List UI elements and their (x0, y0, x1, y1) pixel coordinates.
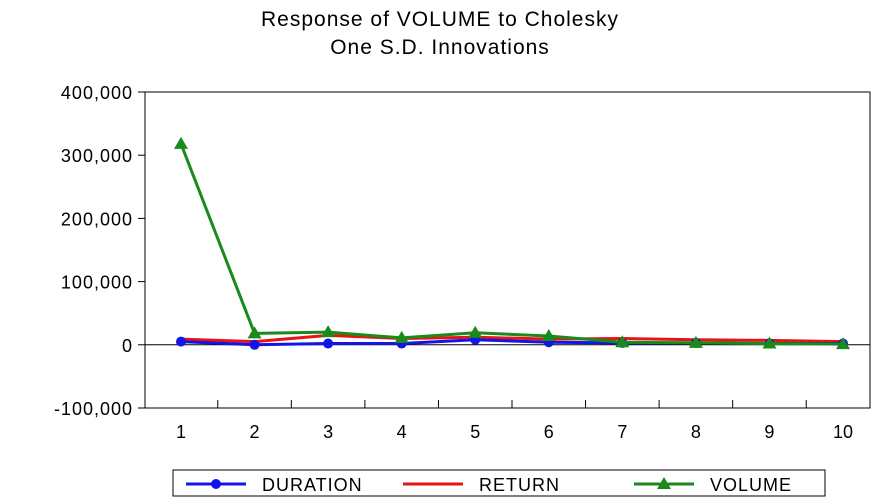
data-point (249, 339, 260, 350)
series-return (180, 333, 844, 344)
x-tick-label: 3 (323, 422, 333, 442)
legend-item-duration: DURATION (186, 475, 363, 495)
x-tick-label: 10 (833, 422, 853, 442)
series-line (180, 333, 844, 344)
data-point (176, 336, 186, 347)
x-tick-label: 1 (176, 422, 186, 442)
x-tick-label: 8 (691, 422, 701, 442)
legend-label: VOLUME (710, 475, 792, 495)
y-tick-label: 100,000 (61, 273, 133, 293)
data-point (615, 335, 630, 348)
legend-item-return: RETURN (403, 475, 560, 495)
y-tick-label: -100,000 (54, 399, 133, 419)
data-point (321, 325, 336, 338)
data-point (657, 477, 671, 489)
y-tick-label: 300,000 (61, 146, 133, 166)
legend-item-volume: VOLUME (634, 475, 792, 495)
y-tick-label: 200,000 (61, 209, 133, 229)
data-point (394, 330, 409, 343)
legend: DURATION RETURN VOLUME (172, 469, 826, 497)
data-point (247, 326, 262, 339)
y-tick-label: 0 (122, 336, 133, 356)
data-point (468, 325, 483, 338)
data-point (836, 337, 850, 350)
data-point (174, 136, 188, 149)
x-tick-label: 7 (617, 422, 627, 442)
legend-box (172, 469, 826, 497)
legend-label: RETURN (479, 475, 560, 495)
data-point (688, 335, 703, 348)
series-volume (174, 136, 850, 350)
x-tick-label: 6 (544, 422, 554, 442)
x-tick-label: 4 (397, 422, 407, 442)
x-tick-label: 5 (470, 422, 480, 442)
series-line (179, 143, 844, 346)
data-point (323, 338, 334, 349)
data-point (541, 328, 556, 341)
y-tick-label: 400,000 (61, 83, 133, 103)
data-point (211, 479, 221, 489)
legend-label: DURATION (262, 475, 363, 495)
x-tick-label: 9 (764, 422, 774, 442)
x-tick-label: 2 (250, 422, 260, 442)
chart-subtitle: One S.D. Innovations (330, 36, 550, 59)
plot-frame (144, 91, 871, 409)
chart-title: Response of VOLUME to Cholesky (261, 8, 619, 31)
data-point (762, 336, 777, 349)
